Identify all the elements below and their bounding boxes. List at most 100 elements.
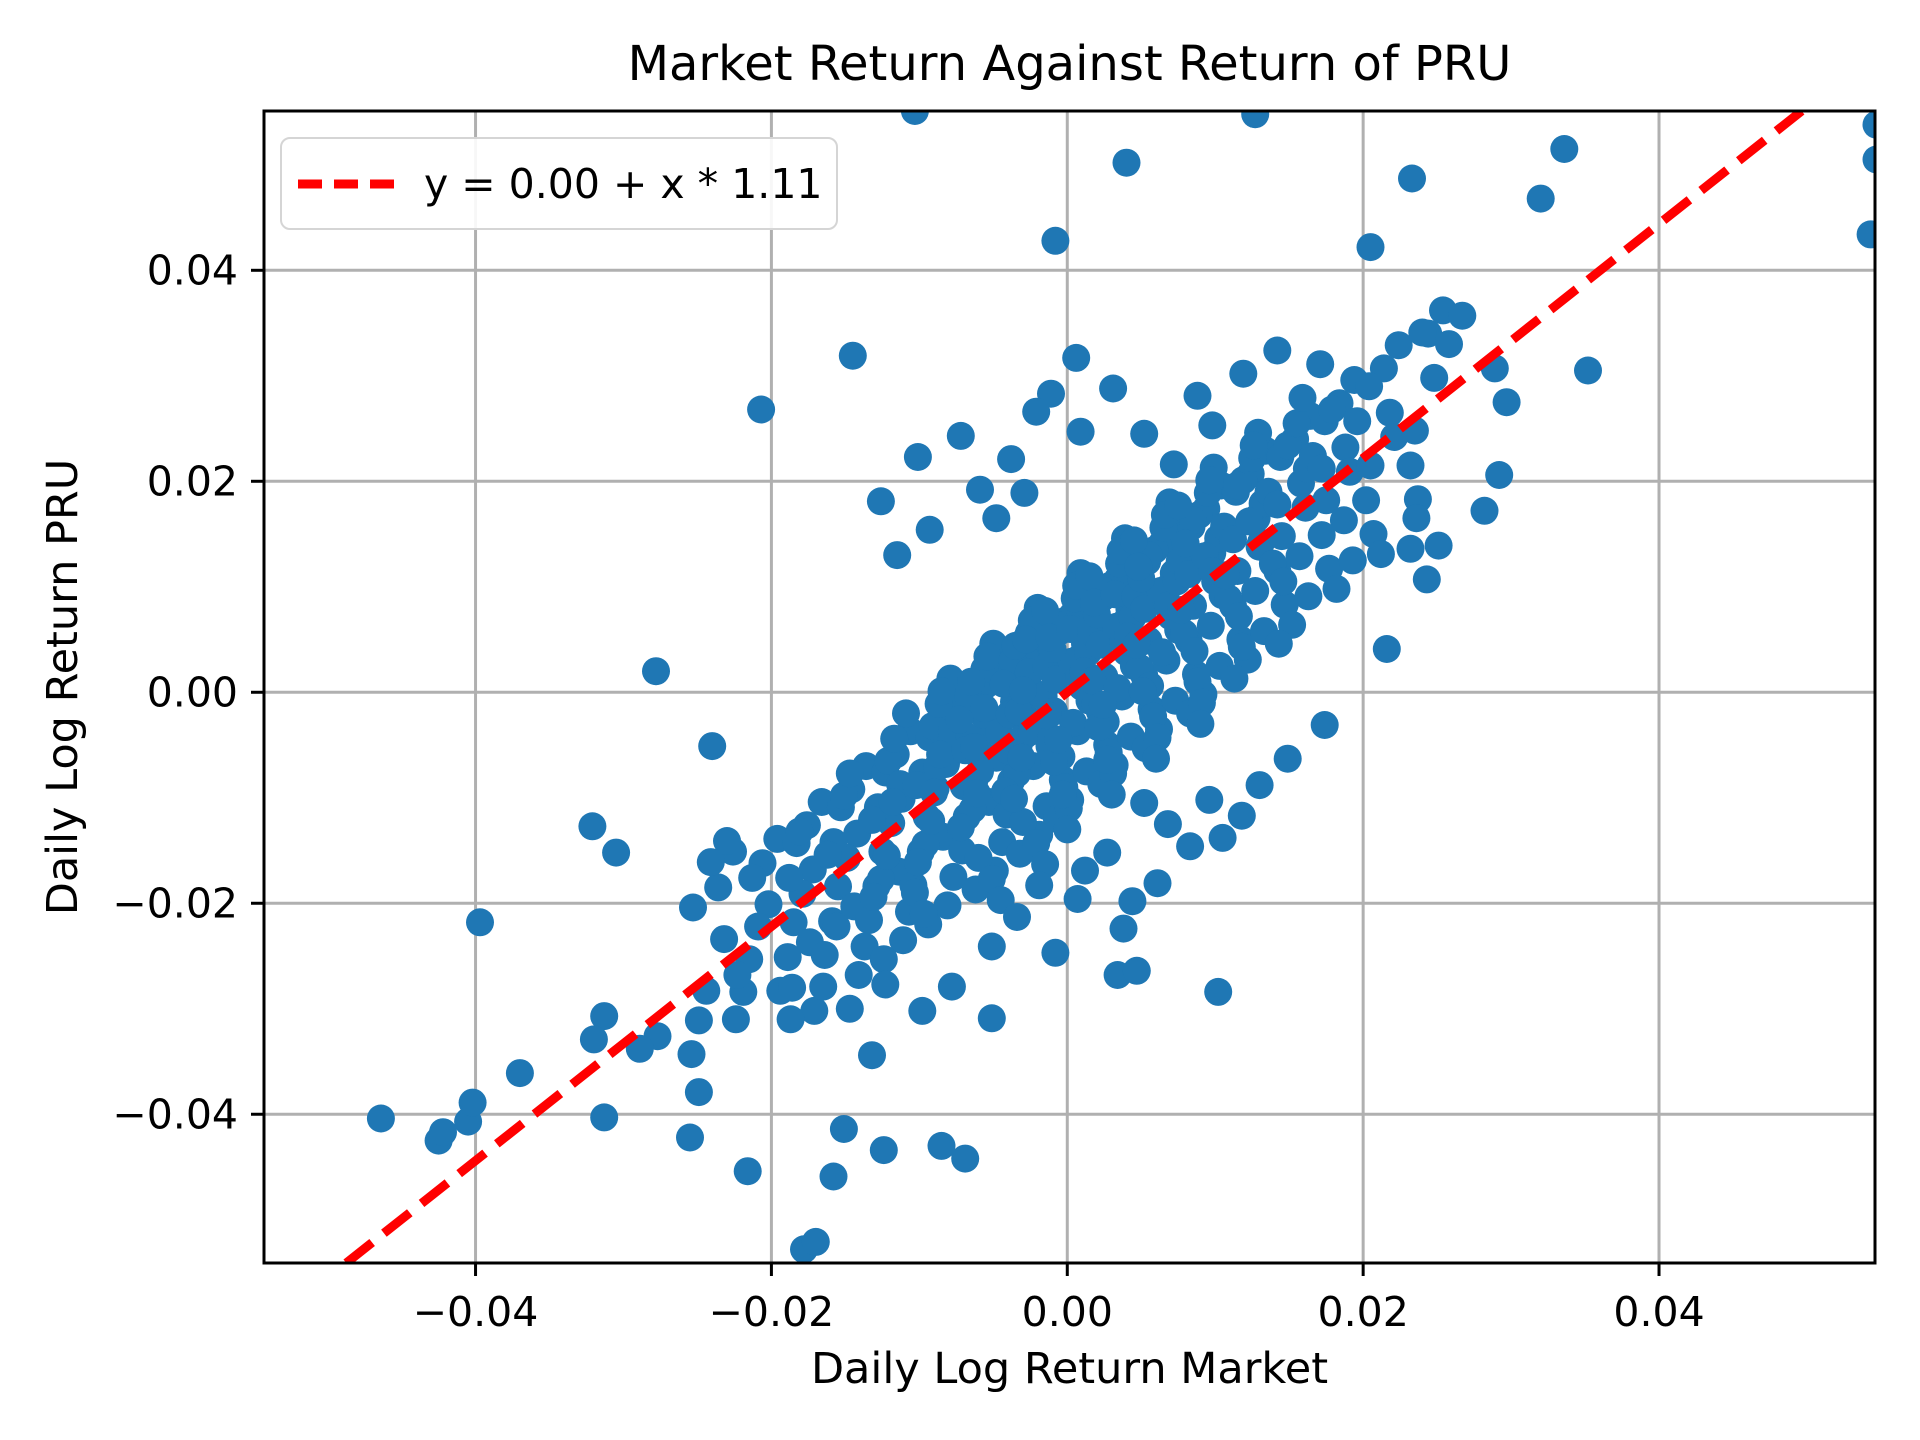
scatter-point — [946, 421, 975, 450]
scatter-point — [903, 848, 932, 877]
y-tick-label: −0.02 — [112, 879, 238, 927]
scatter-point — [917, 807, 946, 835]
scatter-point — [778, 973, 807, 1002]
scatter-point — [1398, 164, 1426, 193]
scatter-point — [1164, 491, 1193, 520]
scatter-point — [880, 724, 909, 753]
scatter-point — [1273, 431, 1302, 460]
scatter-point — [602, 838, 631, 867]
y-tick-label: 0.04 — [147, 246, 238, 294]
scatter-point — [1269, 567, 1298, 596]
legend-box: y = 0.00 + x * 1.11 — [280, 137, 838, 230]
scatter-point — [835, 759, 864, 788]
scatter-point — [1372, 635, 1401, 663]
scatter-point — [1574, 356, 1602, 385]
scatter-point — [1470, 496, 1499, 525]
scatter-point — [590, 1103, 619, 1132]
scatter-point — [1412, 565, 1441, 594]
scatter-point — [1331, 433, 1360, 462]
scatter-point — [1307, 454, 1336, 483]
scatter-point — [1220, 664, 1249, 693]
scatter-point — [1130, 789, 1159, 817]
scatter-point — [779, 908, 808, 937]
scatter-point — [951, 1144, 980, 1173]
scatter-point — [1025, 871, 1054, 900]
scatter-point — [1007, 743, 1036, 772]
scatter-point — [1122, 630, 1151, 659]
data-layer — [343, 111, 1875, 1263]
scatter-point — [878, 788, 907, 816]
scatter-point — [997, 445, 1026, 474]
scatter-point — [1307, 521, 1336, 550]
scatter-point — [1435, 330, 1463, 359]
scatter-point — [883, 541, 912, 570]
scatter-point — [1241, 577, 1270, 605]
scatter-point — [1148, 638, 1176, 667]
scatter-point — [1174, 560, 1203, 589]
scatter-point — [1208, 823, 1237, 852]
y-axis-label-text: Daily Log Return PRU — [38, 458, 88, 916]
scatter-point — [966, 475, 994, 504]
scatter-point — [835, 994, 864, 1023]
scatter-point — [1093, 838, 1122, 867]
scatter-point — [1143, 723, 1172, 752]
scatter-point — [1263, 490, 1292, 519]
scatter-point — [1063, 885, 1092, 913]
scatter-point — [1008, 808, 1037, 836]
scatter-point — [1229, 359, 1258, 388]
scatter-point — [1088, 690, 1117, 719]
scatter-point — [704, 873, 733, 902]
scatter-point — [1352, 486, 1381, 515]
scatter-point — [1142, 744, 1170, 773]
scatter-point — [1366, 540, 1395, 569]
scatter-point — [889, 926, 918, 955]
scatter-point — [676, 1123, 704, 1152]
scatter-point — [1285, 542, 1314, 571]
scatter-point — [698, 732, 727, 761]
scatter-point — [458, 1088, 487, 1117]
scatter-point — [1288, 383, 1317, 412]
scatter-point — [747, 395, 776, 424]
scatter-point — [1183, 667, 1212, 696]
scatter-point — [776, 1005, 805, 1034]
scatter-point — [1159, 450, 1188, 479]
scatter-point — [590, 1002, 619, 1031]
scatter-point — [1022, 397, 1051, 426]
scatter-point — [824, 872, 852, 901]
legend-dashed-line-icon — [298, 179, 394, 188]
chart-title: Market Return Against Return of PRU — [627, 36, 1512, 92]
scatter-point — [1048, 780, 1077, 809]
scatter-point — [1044, 725, 1073, 754]
scatter-point — [900, 111, 929, 125]
scatter-point — [800, 996, 829, 1025]
scatter-point — [429, 1118, 457, 1147]
scatter-point — [1066, 417, 1095, 446]
scatter-point — [1396, 451, 1425, 480]
scatter-point — [1075, 562, 1104, 591]
scatter-point — [466, 908, 494, 937]
scatter-point — [1112, 148, 1141, 177]
scatter-point — [1004, 697, 1033, 726]
scatter-point — [1100, 580, 1129, 609]
scatter-point — [810, 941, 839, 969]
scatter-point — [859, 882, 888, 911]
scatter-point — [1492, 388, 1521, 417]
scatter-point — [858, 1041, 886, 1070]
regression-line — [343, 111, 1805, 1263]
scatter-point — [1195, 466, 1224, 495]
scatter-point — [933, 891, 962, 920]
scatter-point — [858, 805, 886, 834]
scatter-point — [1084, 713, 1113, 742]
scatter-point — [866, 487, 895, 516]
scatter-point — [1003, 903, 1031, 931]
scatter-point — [1408, 318, 1437, 347]
scatter-point — [1040, 747, 1068, 776]
scatter-point — [937, 972, 966, 1001]
scatter-point — [1355, 372, 1384, 401]
scatter-point — [1862, 111, 1875, 139]
axes-spines — [262, 109, 1877, 1265]
scatter-point — [366, 1104, 395, 1133]
scatter-point — [964, 843, 993, 872]
scatter-point — [1171, 529, 1200, 558]
